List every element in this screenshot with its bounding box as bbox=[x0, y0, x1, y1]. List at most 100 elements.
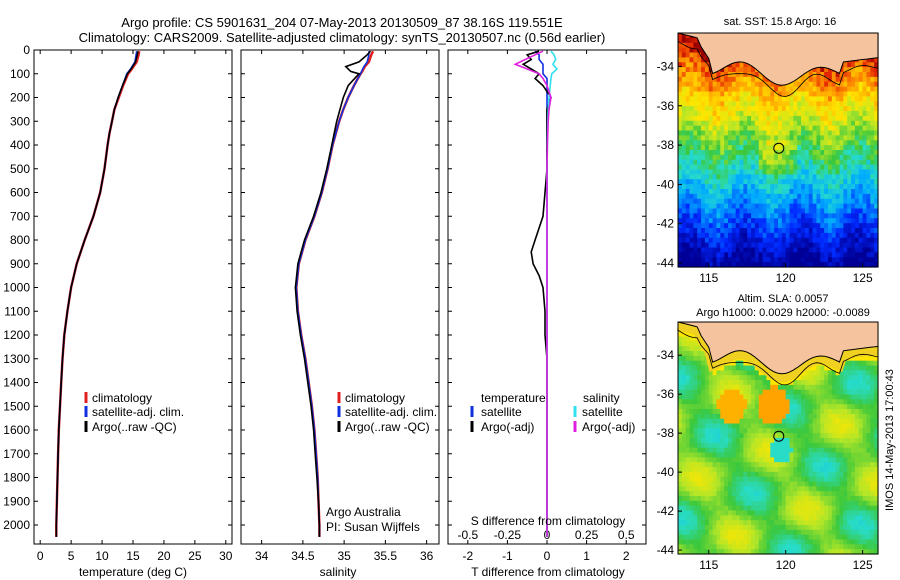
map-cell bbox=[708, 164, 714, 171]
map-cell bbox=[843, 247, 848, 253]
map-cell bbox=[735, 145, 741, 151]
map-cell bbox=[681, 491, 687, 497]
map-cell bbox=[789, 213, 794, 219]
map-cell bbox=[731, 438, 737, 444]
map-cell bbox=[843, 159, 848, 166]
map-cell bbox=[735, 86, 741, 93]
map-cell bbox=[758, 418, 764, 425]
map-cell bbox=[770, 81, 775, 88]
map-cell bbox=[870, 106, 875, 112]
legend-label-climatology: climatology bbox=[92, 391, 152, 405]
map-cell bbox=[766, 433, 771, 439]
map-cell bbox=[874, 96, 879, 102]
map-cell bbox=[743, 67, 748, 73]
map-cell bbox=[793, 418, 798, 425]
map-cell bbox=[739, 213, 744, 219]
map-cell bbox=[720, 223, 725, 229]
map-cell bbox=[731, 409, 737, 415]
map-cell bbox=[828, 125, 833, 132]
map-cell bbox=[816, 164, 821, 171]
map-cell bbox=[781, 486, 787, 492]
map-cell bbox=[824, 442, 829, 449]
map-cell bbox=[874, 228, 879, 234]
map-cell bbox=[758, 510, 764, 516]
map-cell bbox=[785, 491, 791, 497]
map-cell bbox=[858, 111, 864, 117]
map-cell bbox=[708, 184, 714, 190]
map-cell bbox=[847, 413, 852, 420]
map-cell bbox=[828, 218, 833, 224]
map-cell bbox=[808, 549, 814, 555]
map-cell bbox=[701, 193, 706, 200]
map-cell bbox=[739, 208, 744, 214]
map-cell bbox=[735, 457, 741, 463]
map-cell bbox=[789, 442, 794, 449]
map-cell bbox=[801, 370, 806, 376]
map-cell bbox=[804, 96, 810, 102]
map-cell bbox=[789, 237, 794, 244]
map-cell bbox=[678, 467, 683, 473]
map-cell bbox=[739, 549, 744, 555]
map-cell bbox=[724, 515, 729, 521]
map-cell bbox=[693, 242, 698, 249]
map-cell bbox=[831, 208, 837, 214]
x-tick-label: 25 bbox=[188, 549, 202, 563]
map-cell bbox=[739, 150, 744, 156]
map-cell bbox=[835, 423, 841, 429]
map-cell bbox=[701, 228, 706, 234]
map-cell bbox=[704, 115, 710, 122]
map-cell bbox=[781, 213, 787, 219]
map-cell bbox=[716, 500, 721, 507]
map-cell bbox=[804, 252, 810, 258]
map-cell bbox=[789, 228, 794, 234]
map-cell bbox=[843, 510, 848, 516]
map-cell bbox=[831, 174, 837, 180]
map-cell bbox=[739, 228, 744, 234]
map-cell bbox=[701, 428, 706, 434]
map-cell bbox=[812, 442, 818, 449]
map-cell bbox=[747, 101, 752, 107]
map-cell bbox=[824, 380, 829, 386]
map-cell bbox=[754, 418, 760, 425]
map-cell bbox=[816, 486, 821, 492]
map-cell bbox=[854, 140, 860, 146]
map-cell bbox=[689, 500, 694, 507]
map-cell bbox=[762, 399, 768, 405]
map-cell bbox=[789, 257, 794, 263]
map-cell bbox=[758, 111, 764, 117]
map-cell bbox=[858, 106, 864, 112]
map-cell bbox=[720, 174, 725, 180]
map-cell bbox=[681, 130, 687, 136]
map-cell bbox=[751, 120, 756, 127]
map-cell bbox=[716, 428, 721, 434]
map-cell bbox=[704, 101, 710, 107]
map-cell bbox=[751, 111, 756, 117]
map-cell bbox=[766, 213, 771, 219]
map-cell bbox=[770, 510, 775, 516]
map-cell bbox=[697, 491, 702, 497]
map-cell bbox=[797, 529, 802, 536]
map-cell bbox=[812, 380, 818, 386]
map-cell bbox=[778, 452, 783, 458]
map-cell bbox=[758, 428, 764, 434]
map-cell bbox=[785, 549, 791, 555]
map-cell bbox=[828, 193, 833, 200]
map-cell bbox=[743, 534, 748, 541]
map-cell bbox=[731, 91, 737, 97]
map-cell bbox=[712, 203, 718, 210]
map-cell bbox=[701, 203, 706, 210]
map-cell bbox=[685, 496, 691, 502]
map-cell bbox=[701, 169, 706, 175]
map-cell bbox=[870, 101, 875, 107]
map-cell bbox=[835, 500, 841, 507]
map-cell bbox=[743, 467, 748, 473]
map-cell bbox=[778, 262, 783, 268]
map-cell bbox=[854, 101, 860, 107]
map-cell bbox=[739, 515, 744, 521]
map-cell bbox=[697, 442, 702, 449]
map-cell bbox=[843, 67, 848, 73]
map-cell bbox=[724, 184, 729, 190]
map-cell bbox=[797, 481, 802, 487]
map-cell bbox=[678, 476, 683, 483]
map-cell bbox=[681, 423, 687, 429]
